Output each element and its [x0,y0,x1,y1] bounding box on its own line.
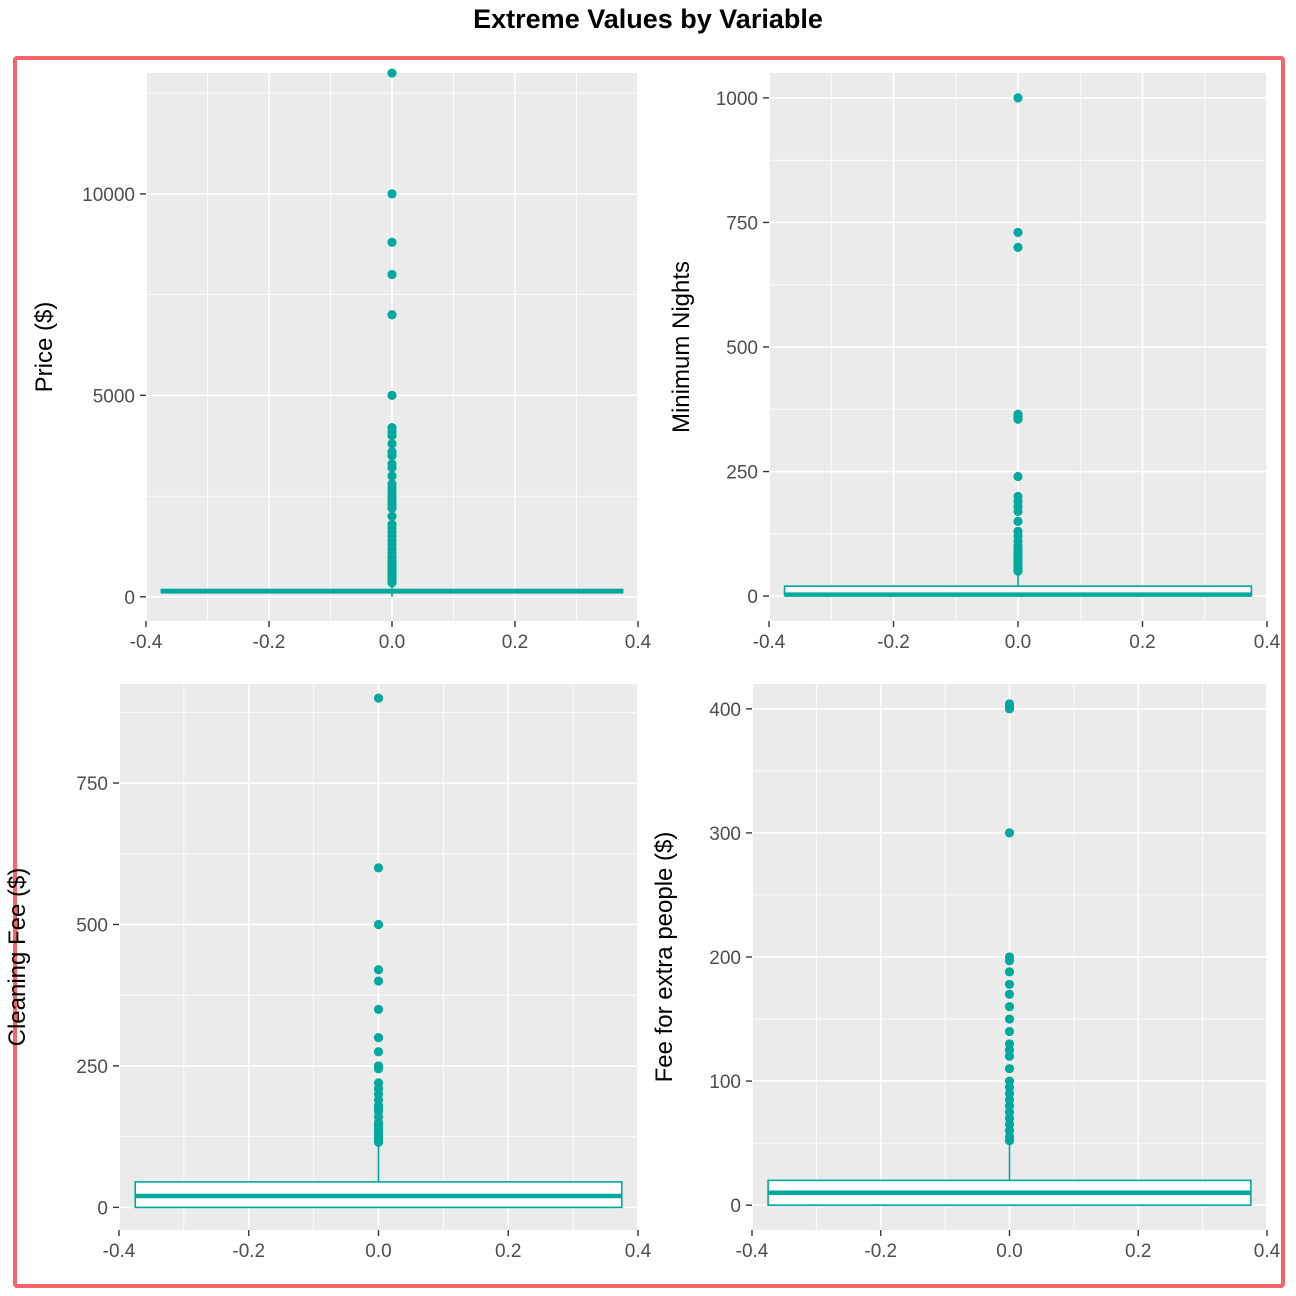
outlier-point [1013,414,1023,424]
x-tick-label: 0.2 [495,1241,521,1262]
x-tick-label: 0.4 [625,632,652,653]
x-tick-label: 0.0 [1005,632,1031,653]
x-tick-label: 0.4 [1254,1241,1281,1262]
y-tick-label: 500 [726,338,758,359]
outlier-point [387,511,397,521]
outlier-point [1004,979,1015,989]
x-tick-label: 0.0 [996,1241,1022,1262]
outlier-point [373,693,384,703]
y-tick-label: 0 [747,587,758,608]
outlier-point [1004,1051,1015,1061]
outlier-point [387,310,397,320]
y-axis-title: Price ($) [31,302,58,393]
outlier-point [1004,1002,1015,1012]
outlier-point [373,1137,384,1147]
panel-1: -0.4 -0.2 0.0 0.2 0.4 0 5000 10000 Price ($) [31,68,652,653]
outlier-point [387,269,397,280]
figure-frame [13,56,1285,1288]
x-tick-label: 0.2 [1129,632,1155,653]
y-axis-title: Minimum Nights [668,261,695,433]
x-tick-label: 0.4 [625,1241,652,1262]
outlier-point [387,471,397,481]
y-tick-label: 5000 [93,386,135,407]
outlier-point [373,976,384,986]
outlier-point [1013,516,1023,526]
y-tick-label: 750 [76,774,108,795]
outlier-point [1013,566,1023,576]
x-tick-label: -0.4 [736,1241,769,1262]
outlier-point [373,965,384,975]
outlier-point [387,439,397,449]
outlier-point [1004,1136,1015,1146]
x-tick-label: 0.2 [1125,1241,1151,1262]
outlier-point [387,463,397,473]
outlier-point [1004,828,1015,838]
y-tick-label: 500 [76,915,108,936]
outlier-point [1004,956,1015,966]
y-tick-label: 250 [726,463,758,484]
panel-2: -0.4 -0.2 0.0 0.2 0.4 0 250 500 750 1000 Minimum N… [668,73,1281,653]
outlier-point [1004,1026,1015,1037]
outlier-point [373,1047,384,1057]
y-tick-label: 400 [709,700,741,721]
outlier-point [1013,242,1023,252]
outlier-point [1013,227,1023,238]
outlier-point [387,390,397,400]
y-tick-label: 200 [709,948,741,969]
outlier-point [373,1064,384,1074]
x-tick-label: -0.4 [103,1241,136,1262]
x-tick-label: -0.2 [232,1241,265,1262]
outlier-point [1013,471,1023,482]
outlier-point [387,68,397,78]
outlier-point [373,1004,384,1014]
outlier-point [1004,1064,1015,1074]
outlier-point [373,863,384,873]
outlier-point [1004,989,1015,999]
outlier-point [1013,506,1023,516]
outlier-point [1004,1014,1015,1024]
outlier-point [387,431,397,441]
x-tick-label: 0.2 [502,632,528,653]
x-tick-label: -0.2 [253,632,286,653]
y-tick-label: 0 [730,1196,741,1217]
outlier-point [387,237,397,247]
x-tick-label: -0.4 [753,632,786,653]
y-tick-label: 10000 [82,185,135,206]
y-tick-label: 250 [76,1057,108,1078]
y-tick-label: 1000 [716,89,758,110]
y-tick-label: 750 [726,213,758,234]
y-axis-title: Cleaning Fee ($) [4,868,31,1047]
outlier-point [387,503,397,513]
y-tick-label: 300 [709,824,741,845]
outlier-point [387,578,397,588]
x-tick-label: 0.0 [365,1241,391,1262]
panel-4: -0.4 -0.2 0.0 0.2 0.4 0 100 200 300 400 Fee for ex… [651,684,1281,1262]
x-tick-label: 0.0 [379,632,405,653]
y-tick-label: 0 [97,1198,108,1219]
y-tick-label: 100 [709,1072,741,1093]
outlier-point [387,451,397,461]
outlier-point [387,189,397,199]
outlier-point [1004,967,1015,977]
outlier-point [1004,704,1015,714]
x-tick-label: -0.2 [877,632,910,653]
outlier-point [1013,93,1023,103]
y-axis-title: Fee for extra people ($) [651,832,678,1083]
x-tick-label: -0.4 [130,632,163,653]
panel-3: -0.4 -0.2 0.0 0.2 0.4 0 250 500 750 Cleaning Fee … [4,684,652,1262]
x-tick-label: -0.2 [864,1241,897,1262]
outlier-point [373,919,384,930]
chart-title: Extreme Values by Variable [473,4,823,34]
y-tick-label: 0 [124,588,135,609]
outlier-point [373,1033,384,1043]
x-tick-label: 0.4 [1254,632,1281,653]
